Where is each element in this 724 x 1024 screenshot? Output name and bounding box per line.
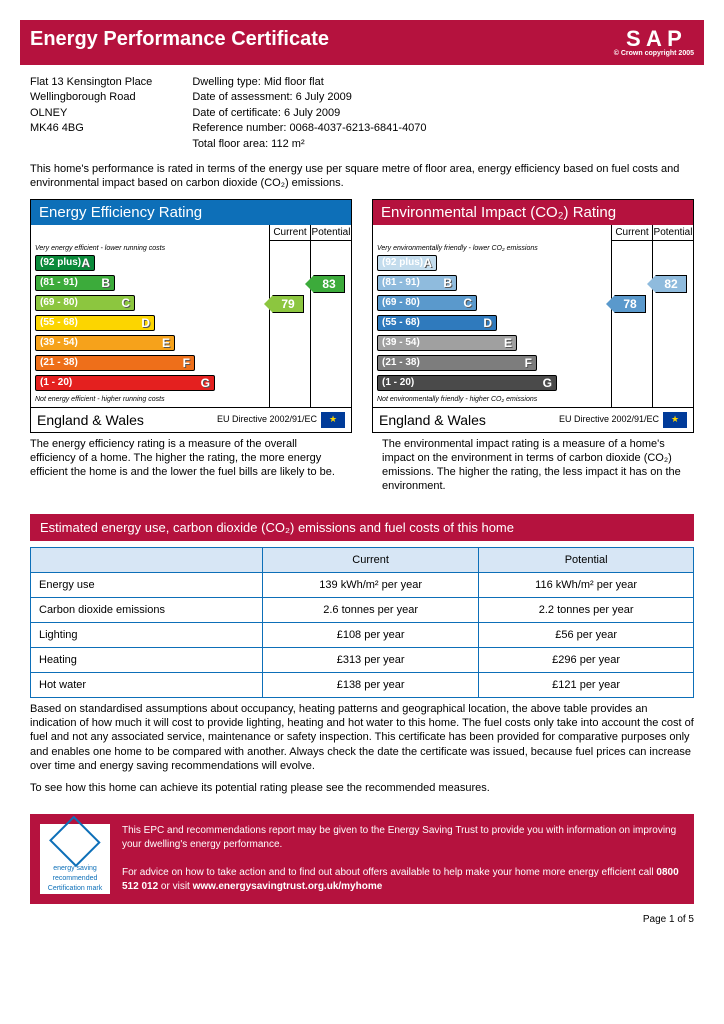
environmental-current-col: 78: [612, 241, 653, 407]
col-current: Current: [611, 225, 652, 241]
environmental-bars: Very environmentally friendly - lower CO…: [373, 241, 612, 407]
table-row: Hot water£138 per year£121 per year: [31, 672, 694, 697]
address-block: Flat 13 Kensington Place Wellingborough …: [20, 65, 704, 162]
rating-band-b: (81 - 91)B: [377, 275, 457, 291]
rating-band-a: (92 plus)A: [35, 255, 95, 271]
eu-flag-icon: ★: [663, 412, 687, 428]
rating-band-e: (39 - 54)E: [377, 335, 517, 351]
page-title: Energy Performance Certificate: [30, 28, 329, 51]
header-bar: Energy Performance Certificate S A P © C…: [20, 20, 704, 65]
intro-text: This home's performance is rated in term…: [20, 162, 704, 199]
efficiency-description: The energy efficiency rating is a measur…: [20, 433, 352, 498]
rating-band-g: (1 - 20)G: [377, 375, 557, 391]
table-row: Energy use139 kWh/m² per year116 kWh/m² …: [31, 572, 694, 597]
rating-band-g: (1 - 20)G: [35, 375, 215, 391]
estimates-desc-2: To see how this home can achieve its pot…: [20, 777, 704, 799]
rating-pointer: 82: [655, 275, 687, 293]
col-potential: Potential: [310, 225, 351, 241]
energy-saving-trust-box: energy saving recommended Certification …: [30, 814, 694, 904]
est-advice: For advice on how to take action and to …: [122, 866, 684, 894]
rating-band-e: (39 - 54)E: [35, 335, 175, 351]
col-current: Current: [269, 225, 310, 241]
efficiency-bars: Very energy efficient - lower running co…: [31, 241, 270, 407]
rating-band-c: (69 - 80)C: [35, 295, 135, 311]
sap-logo: S A P © Crown copyright 2005: [614, 28, 694, 57]
property-address: Flat 13 Kensington Place Wellingborough …: [30, 75, 152, 152]
rating-band-b: (81 - 91)B: [35, 275, 115, 291]
environmental-rating-box: Environmental Impact (CO₂) Rating Curren…: [372, 199, 694, 433]
ratings-row: Energy Efficiency Rating Current Potenti…: [20, 199, 704, 433]
rating-band-f: (21 - 38)F: [35, 355, 195, 371]
efficiency-rating-box: Energy Efficiency Rating Current Potenti…: [30, 199, 352, 433]
efficiency-title: Energy Efficiency Rating: [31, 200, 351, 225]
rating-band-f: (21 - 38)F: [377, 355, 537, 371]
table-row: Heating£313 per year£296 per year: [31, 647, 694, 672]
estimates-table: Current Potential Energy use139 kWh/m² p…: [30, 547, 694, 698]
rating-band-c: (69 - 80)C: [377, 295, 477, 311]
environmental-description: The environmental impact rating is a mea…: [372, 433, 704, 498]
directive: EU Directive 2002/91/EC: [217, 415, 317, 425]
rating-pointer: 83: [313, 275, 345, 293]
efficiency-current-col: 79: [270, 241, 311, 407]
est-logo: energy saving recommended Certification …: [40, 824, 110, 894]
region: England & Wales: [37, 412, 217, 428]
rating-band-a: (92 plus)A: [377, 255, 437, 271]
rating-pointer: 79: [272, 295, 304, 313]
estimates-title: Estimated energy use, carbon dioxide (CO…: [30, 514, 694, 541]
page-number: Page 1 of 5: [20, 904, 704, 925]
eu-flag-icon: ★: [321, 412, 345, 428]
rating-pointer: 78: [614, 295, 646, 313]
estimates-desc-1: Based on standardised assumptions about …: [20, 698, 704, 777]
environmental-title: Environmental Impact (CO₂) Rating: [373, 200, 693, 225]
table-row: Lighting£108 per year£56 per year: [31, 622, 694, 647]
col-potential: Potential: [652, 225, 693, 241]
environmental-potential-col: 82: [653, 241, 693, 407]
rating-band-d: (55 - 68)D: [35, 315, 155, 331]
table-row: Carbon dioxide emissions2.6 tonnes per y…: [31, 597, 694, 622]
efficiency-potential-col: 83: [311, 241, 351, 407]
rating-band-d: (55 - 68)D: [377, 315, 497, 331]
property-details: Dwelling type: Mid floor flat Date of as…: [192, 75, 426, 152]
